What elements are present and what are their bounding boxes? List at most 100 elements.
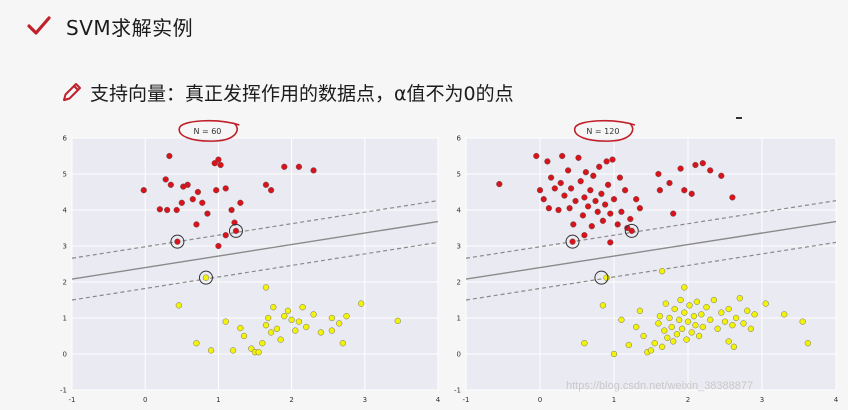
- yellow-point: [284, 307, 292, 314]
- x-tick-label: 0: [538, 396, 542, 404]
- yellow-point: [681, 309, 688, 316]
- red-point: [599, 217, 607, 224]
- yellow-point: [229, 347, 237, 354]
- y-tick-label: 3: [457, 243, 461, 251]
- y-tick-label: 1: [457, 315, 461, 323]
- red-point: [164, 206, 171, 214]
- margin-lower: [72, 241, 438, 301]
- red-point: [604, 181, 612, 188]
- red-point: [215, 156, 222, 163]
- red-point: [533, 152, 540, 160]
- yellow-point: [336, 320, 343, 327]
- yellow-point: [683, 336, 690, 343]
- yellow-point: [799, 318, 806, 325]
- yellow-point: [656, 313, 663, 320]
- red-point: [545, 205, 552, 212]
- red-point: [636, 205, 644, 212]
- red-point: [666, 179, 673, 187]
- red-point: [222, 185, 229, 192]
- yellow-point: [664, 334, 671, 341]
- x-tick-label: -1: [69, 396, 76, 404]
- yellow-point: [262, 322, 270, 329]
- y-tick-label: 1: [63, 315, 67, 323]
- red-point: [688, 190, 695, 197]
- x-tick-label: 0: [143, 396, 147, 404]
- yellow-point: [655, 320, 662, 327]
- red-point: [572, 197, 579, 205]
- y-tick-label: 2: [457, 279, 461, 287]
- n-annotation: N = 60: [193, 127, 221, 136]
- y-tick-label: 6: [457, 135, 462, 143]
- red-point: [228, 206, 235, 214]
- red-point: [707, 167, 714, 174]
- yellow-point: [255, 349, 262, 356]
- red-point: [616, 174, 624, 181]
- red-point: [607, 239, 614, 246]
- red-point: [633, 196, 640, 203]
- red-point: [204, 210, 211, 217]
- yellow-point: [240, 332, 248, 340]
- red-point: [596, 163, 603, 170]
- red-point: [281, 163, 288, 170]
- yellow-point: [698, 311, 705, 318]
- red-point: [310, 167, 317, 174]
- yellow-point: [762, 300, 769, 307]
- red-point: [222, 232, 229, 239]
- red-point: [588, 223, 595, 230]
- yellow-point: [295, 318, 303, 325]
- yellow-point: [270, 304, 277, 311]
- yellow-point: [677, 296, 684, 304]
- yellow-point: [207, 347, 215, 354]
- red-point: [581, 232, 588, 239]
- red-point: [262, 181, 270, 188]
- red-point: [559, 152, 566, 160]
- yellow-point: [262, 284, 270, 291]
- yellow-point: [358, 300, 365, 307]
- yellow-point: [618, 316, 625, 323]
- red-point: [547, 174, 555, 181]
- yellow-point: [328, 314, 335, 322]
- yellow-point: [710, 296, 718, 304]
- red-point: [575, 154, 582, 161]
- red-point: [555, 206, 562, 214]
- y-tick-label: 5: [63, 171, 67, 179]
- red-point: [622, 187, 629, 194]
- red-point: [496, 180, 503, 188]
- support-vector-ring: [594, 270, 609, 285]
- red-point: [655, 170, 662, 178]
- yellow-point: [317, 329, 324, 336]
- red-point: [178, 199, 185, 206]
- red-point: [587, 187, 594, 194]
- support-vector-ring: [624, 223, 639, 238]
- y-tick-label: 2: [63, 279, 67, 287]
- yellow-point: [640, 332, 647, 340]
- red-point: [594, 208, 601, 215]
- red-point: [610, 196, 618, 203]
- plot-area: [72, 138, 438, 390]
- stray-mark: [736, 117, 742, 119]
- yellow-point: [633, 323, 640, 331]
- scatter-chart-n120: -1 0 1 2 3 4 -1 0 1 2 3 4 5 6 N = 120: [454, 119, 839, 404]
- yellow-point: [636, 307, 644, 314]
- yellow-point: [651, 340, 658, 347]
- watermark: https://blog.csdn.net/weixin_38388877: [566, 380, 754, 392]
- y-tick-label: 4: [457, 207, 462, 215]
- yellow-point: [222, 318, 229, 325]
- red-point: [217, 161, 224, 169]
- red-point: [140, 187, 147, 194]
- x-tick-label: 2: [686, 396, 690, 404]
- yellow-point: [610, 350, 618, 358]
- yellow-point: [339, 340, 346, 347]
- x-tick-label: 1: [216, 396, 220, 404]
- red-point: [607, 210, 614, 217]
- red-point: [167, 181, 174, 188]
- yellow-point: [647, 347, 655, 354]
- red-point: [570, 221, 577, 228]
- yellow-point: [202, 274, 210, 281]
- red-point: [193, 221, 200, 228]
- red-point: [189, 196, 196, 203]
- red-point: [544, 158, 551, 165]
- red-point: [569, 238, 576, 245]
- yellow-point: [662, 300, 669, 307]
- yellow-point: [684, 318, 692, 325]
